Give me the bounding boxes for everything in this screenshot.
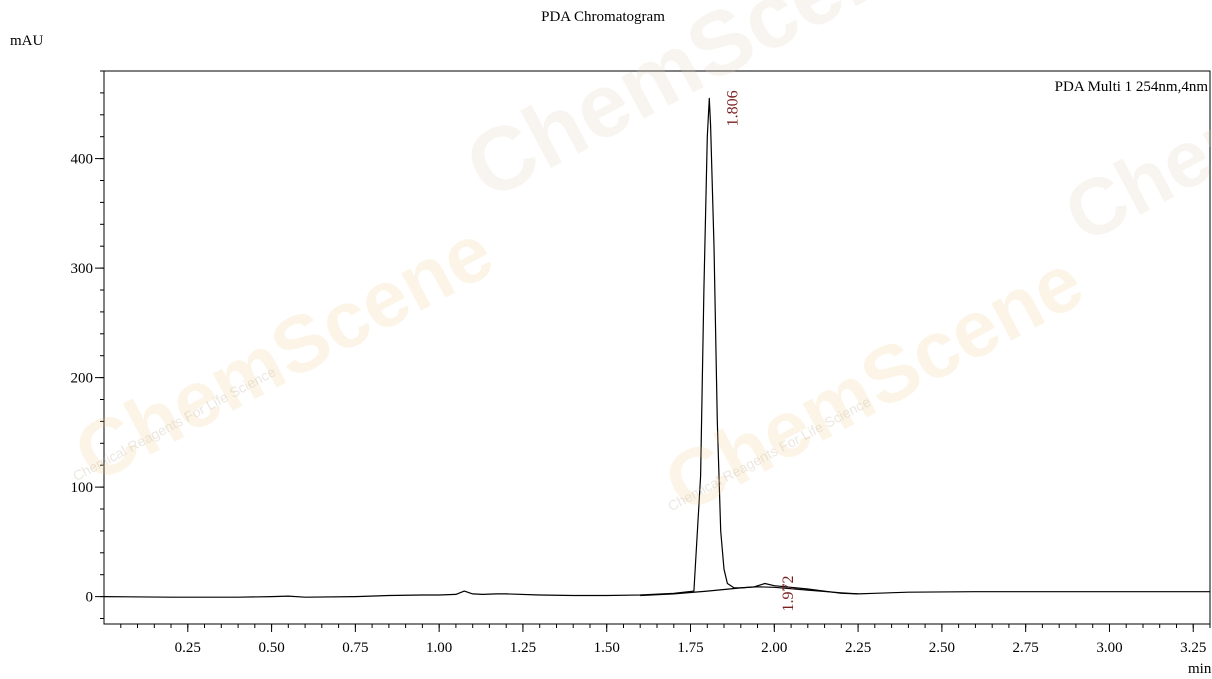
y-tick-label: 0 bbox=[86, 590, 94, 606]
y-tick-label: 300 bbox=[71, 261, 94, 277]
plot-frame bbox=[103, 70, 1211, 625]
legend-label: PDA Multi 1 254nm,4nm bbox=[1055, 79, 1209, 95]
peak-label: 1.972 bbox=[780, 575, 797, 611]
peak-label: 1.806 bbox=[724, 90, 741, 126]
axis-ticks: 0.25 0.50 0.75 1.00 1.25 1.50 1.75 2.00 2.25 2.50… bbox=[71, 70, 1211, 656]
x-tick-label: 0.50 bbox=[258, 640, 284, 656]
series-layer bbox=[103, 97, 1210, 598]
peak-labels: 1.806 1.972 bbox=[724, 90, 797, 611]
x-tick-label: 1.50 bbox=[594, 640, 620, 656]
y-tick-label: 200 bbox=[71, 371, 94, 387]
x-tick-label: 0.25 bbox=[175, 640, 201, 656]
x-tick-label: 2.25 bbox=[845, 640, 871, 656]
x-tick-label: 2.00 bbox=[761, 640, 787, 656]
x-tick-label: 0.75 bbox=[342, 640, 368, 656]
chart-title: PDA Chromatogram bbox=[541, 9, 665, 25]
y-tick-label: 100 bbox=[71, 480, 94, 496]
chromatogram-trace bbox=[103, 97, 1210, 598]
x-tick-label: 3.25 bbox=[1180, 640, 1206, 656]
x-tick-label: 1.75 bbox=[677, 640, 703, 656]
x-tick-label: 3.00 bbox=[1096, 640, 1122, 656]
baseline-trace bbox=[640, 586, 859, 597]
y-axis-label: mAU bbox=[10, 33, 44, 49]
x-tick-label: 2.50 bbox=[929, 640, 955, 656]
x-tick-label: 2.75 bbox=[1013, 640, 1039, 656]
y-tick-label: 400 bbox=[71, 152, 94, 168]
x-tick-label: 1.25 bbox=[510, 640, 536, 656]
x-tick-label: 1.00 bbox=[426, 640, 452, 656]
x-axis-label: min bbox=[1188, 661, 1212, 677]
